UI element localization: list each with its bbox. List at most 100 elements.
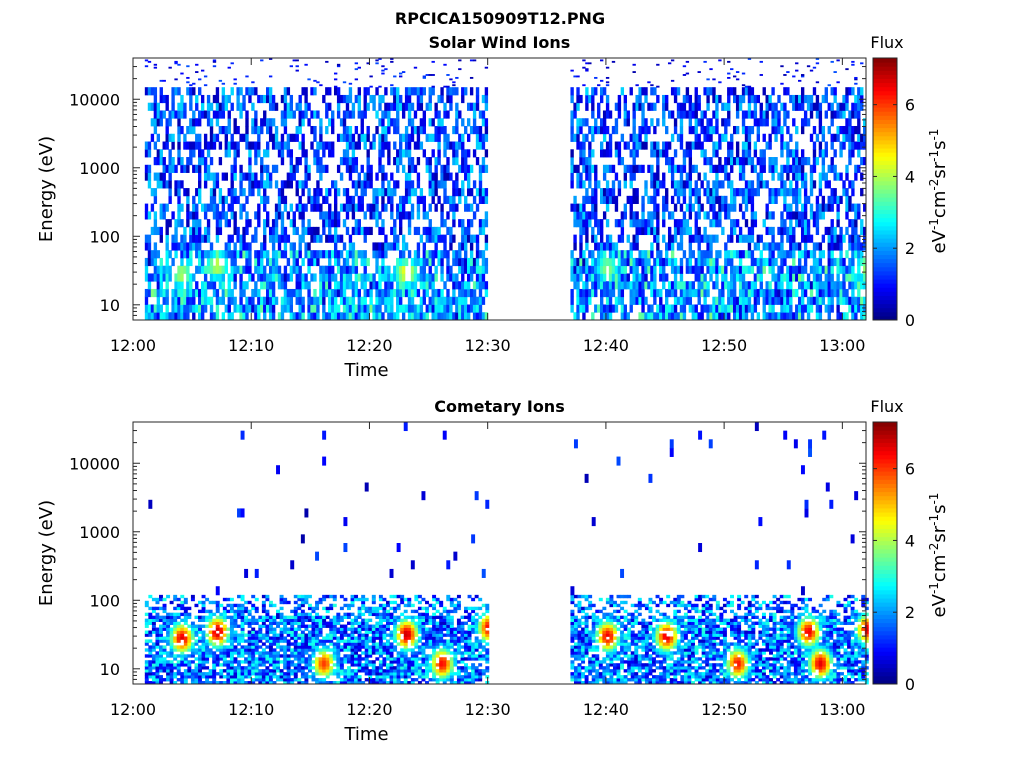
heatmap-cell [215,648,220,652]
heatmap-cell [366,312,370,321]
heatmap-cell [440,203,444,212]
heatmap-cell [393,102,397,111]
heatmap-cell [579,273,583,282]
heatmap-cell [240,639,245,643]
heatmap-cell [215,600,220,605]
heatmap-cell [301,118,305,127]
heatmap-cell [484,242,489,251]
heatmap-cell [597,242,601,251]
heatmap-cell [200,265,205,274]
heatmap-cell [339,94,344,104]
heatmap-cell [375,288,379,298]
heatmap-cell [209,157,214,166]
heatmap-cell [780,188,784,197]
heatmap-cell [747,296,752,305]
heatmap-cell [727,234,731,243]
heatmap-cell [301,203,305,212]
heatmap-cell [212,678,217,682]
heatmap-cell [458,195,462,204]
heatmap-cell [208,600,213,605]
heatmap-cell [573,281,577,290]
heatmap-cell [333,78,338,81]
heatmap-cell [594,219,598,228]
heatmap-cell [673,164,678,173]
heatmap-cell [579,304,583,313]
heatmap-cell [159,651,163,655]
heatmap-cell [401,110,406,119]
heatmap-cell [848,125,852,135]
heatmap-cell [339,250,344,259]
heatmap-cell [481,118,486,127]
heatmap-cell [215,603,220,608]
heatmap-cell [839,125,843,135]
heatmap-cell [786,164,790,173]
heatmap-cell [351,157,356,166]
heatmap-cell [854,211,858,220]
heatmap-cell [198,681,202,685]
heatmap-cell [727,141,731,150]
heatmap-cell [159,180,163,189]
heatmap-cell [229,609,234,614]
heatmap-cell [594,288,598,298]
heatmap-cell [777,94,781,104]
heatmap-cell [283,281,288,290]
heatmap-cell [605,219,610,228]
heatmap-cell [694,288,698,298]
heatmap-cell [219,681,224,685]
heatmap-cell [437,234,441,243]
heatmap-cell [292,133,296,142]
heatmap-cell [245,125,249,135]
heatmap-cell [254,110,258,119]
heatmap-cell [277,273,282,282]
heatmap-cell [428,226,432,236]
heatmap-cell [407,102,412,111]
heatmap-cell [159,669,163,673]
heatmap-cell [240,651,245,655]
heatmap-cell [437,226,441,236]
heatmap-cell [721,273,725,282]
heatmap-cell [331,219,335,228]
heatmap-cell [694,102,698,111]
heatmap-cell [316,257,320,267]
heatmap-cell [605,188,610,197]
heatmap-cell [815,281,820,290]
x-tick-label: 12:00 [110,336,156,355]
heatmap-cell [594,211,598,220]
heatmap-cell [396,94,400,104]
heatmap-cell [144,666,149,670]
heatmap-cell [653,226,657,236]
heatmap-cell [635,242,639,251]
heatmap-cell [830,157,834,166]
heatmap-cell [667,242,672,251]
heatmap-cell [712,219,716,228]
heatmap-cell [226,597,231,602]
heatmap-cell [230,273,234,282]
heatmap-cell [173,657,178,661]
heatmap-cell [478,312,483,321]
heatmap-cell [466,219,471,228]
heatmap-cell [653,125,657,135]
heatmap-cell [245,118,249,127]
heatmap-cell [659,149,663,158]
heatmap-cell [176,666,181,670]
heatmap-cell [416,133,421,142]
heatmap-cell [180,675,185,679]
heatmap-cell [203,296,208,305]
heatmap-cell [597,273,601,282]
heatmap-cell [144,211,149,220]
heatmap-cell [159,79,163,82]
heatmap-cell [313,226,317,236]
heatmap-cell [744,110,749,119]
heatmap-cell [478,180,483,189]
heatmap-cell [780,250,784,259]
heatmap-cell [803,172,808,181]
heatmap-cell [585,188,589,197]
heatmap-cell [656,304,660,313]
heatmap-cell [176,621,181,625]
heatmap-cell [656,94,660,104]
heatmap-cell [215,633,220,637]
heatmap-cell [295,180,299,189]
heatmap-cell [475,102,480,111]
heatmap-cell [384,281,388,290]
heatmap-cell [198,609,202,614]
